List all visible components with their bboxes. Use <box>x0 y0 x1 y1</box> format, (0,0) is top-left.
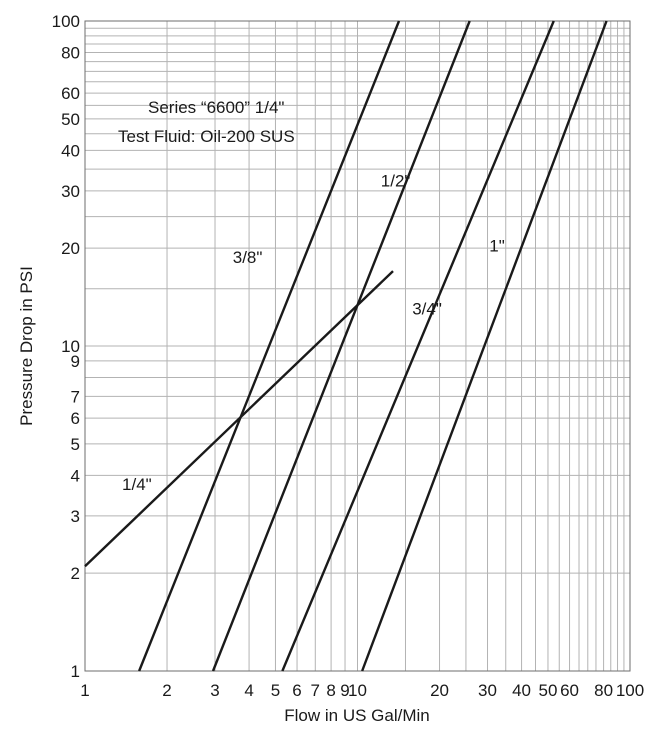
x-tick-labels: 1 2 3 4 5 6 7 8 910 20 30 40 50 60 80 100 <box>80 681 644 700</box>
x-tick-label-50: 50 <box>539 681 558 700</box>
series-label-3-4: 3/4" <box>412 300 442 319</box>
y-tick-label-1: 1 <box>71 662 80 681</box>
y-tick-label-40: 40 <box>61 141 80 160</box>
x-tick-label-8: 8 <box>326 681 335 700</box>
y-tick-labels: 1 2 3 4 5 6 7 910 20 30 40 50 60 80 100 <box>52 12 80 681</box>
series-label-1-4: 1/4" <box>122 475 152 494</box>
x-axis-label: Flow in US Gal/Min <box>284 706 429 725</box>
y-tick-label-3: 3 <box>71 507 80 526</box>
x-tick-label-40: 40 <box>512 681 531 700</box>
x-tick-label-100: 100 <box>616 681 644 700</box>
y-tick-label-20: 20 <box>61 239 80 258</box>
series-labels: 1/4" 3/8" 1/2" 3/4" 1" <box>122 171 505 494</box>
plot-frame <box>84 20 631 672</box>
annotation-line-1: Series “6600” 1/4" <box>148 98 284 117</box>
x-tick-label-10: 10 <box>348 681 367 700</box>
annotation-line-2: Test Fluid: Oil-200 SUS <box>118 127 295 146</box>
y-tick-label-60: 60 <box>61 84 80 103</box>
x-tick-label-7: 7 <box>311 681 320 700</box>
x-tick-label-20: 20 <box>430 681 449 700</box>
series-line-3-8 <box>138 20 401 672</box>
x-tick-label-2: 2 <box>162 681 171 700</box>
y-tick-label-50: 50 <box>61 110 80 129</box>
x-tick-label-5: 5 <box>271 681 280 700</box>
y-tick-label-5: 5 <box>71 435 80 454</box>
x-tick-label-60: 60 <box>560 681 579 700</box>
y-tick-label-10: 10 <box>61 337 80 356</box>
x-tick-label-9: 9 <box>340 681 349 700</box>
x-tick-label-80: 80 <box>594 681 613 700</box>
x-tick-label-30: 30 <box>478 681 497 700</box>
series-line-1 <box>361 20 608 672</box>
y-axis-label: Pressure Drop in PSI <box>17 266 36 426</box>
series-label-1-2: 1/2" <box>381 171 411 190</box>
y-tick-label-2: 2 <box>71 564 80 583</box>
series-lines <box>84 20 608 672</box>
y-tick-label-4: 4 <box>71 466 80 485</box>
y-tick-label-6: 6 <box>71 409 80 428</box>
series-line-1-2 <box>211 20 471 672</box>
x-tick-label-3: 3 <box>210 681 219 700</box>
x-tick-label-1: 1 <box>80 681 89 700</box>
y-tick-label-30: 30 <box>61 182 80 201</box>
y-tick-label-9: 9 <box>71 352 80 371</box>
y-tick-label-7: 7 <box>71 387 80 406</box>
x-tick-label-4: 4 <box>244 681 253 700</box>
x-tick-label-6: 6 <box>292 681 301 700</box>
series-label-3-8: 3/8" <box>233 248 263 267</box>
y-tick-label-100: 100 <box>52 12 80 31</box>
series-label-1: 1" <box>489 237 505 256</box>
series-line-3-4 <box>281 20 555 672</box>
grid <box>84 20 631 672</box>
y-tick-label-80: 80 <box>61 43 80 62</box>
